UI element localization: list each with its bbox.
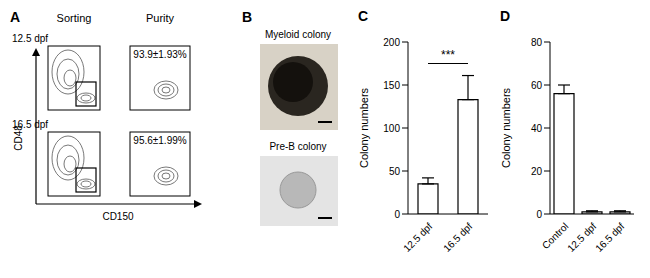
svg-text:16.5 dpf: 16.5 dpf (441, 221, 474, 254)
svg-text:Purity: Purity (146, 12, 175, 24)
svg-text:Pre-B colony: Pre-B colony (269, 141, 326, 152)
html-text:C: C (358, 8, 369, 24)
svg-text:12.5 dpf: 12.5 dpf (401, 221, 434, 254)
svg-text:Colony numbers: Colony numbers (358, 87, 370, 168)
html-text:D: D (500, 8, 511, 24)
svg-text:***: *** (441, 48, 455, 62)
svg-text:93.9±1.93%: 93.9±1.93% (133, 49, 186, 60)
svg-text:0: 0 (536, 209, 542, 220)
svg-text:CD48: CD48 (13, 125, 24, 151)
svg-text:12.5 dpf: 12.5 dpf (565, 221, 598, 254)
svg-text:16.5 dpf: 16.5 dpf (12, 119, 49, 130)
svg-text:40: 40 (531, 123, 543, 134)
svg-text:12.5 dpf: 12.5 dpf (12, 33, 48, 44)
svg-text:Control: Control (539, 220, 571, 252)
svg-text:95.6±1.99%: 95.6±1.99% (133, 135, 186, 146)
svg-text:Myeloid colony: Myeloid colony (265, 29, 331, 40)
svg-text:80: 80 (531, 37, 543, 48)
svg-text:150: 150 (383, 80, 400, 91)
svg-text:Colony numbers: Colony numbers (500, 87, 512, 168)
svg-text:16.5 dpf: 16.5 dpf (593, 221, 626, 254)
svg-text:0: 0 (394, 209, 400, 220)
svg-text:200: 200 (383, 37, 400, 48)
svg-text:B: B (242, 9, 252, 25)
svg-text:50: 50 (389, 166, 401, 177)
svg-text:A: A (10, 9, 20, 25)
svg-text:Sorting: Sorting (57, 12, 92, 24)
svg-text:60: 60 (531, 80, 543, 91)
svg-text:100: 100 (383, 123, 400, 134)
svg-text:20: 20 (531, 166, 543, 177)
svg-text:CD150: CD150 (102, 211, 134, 222)
